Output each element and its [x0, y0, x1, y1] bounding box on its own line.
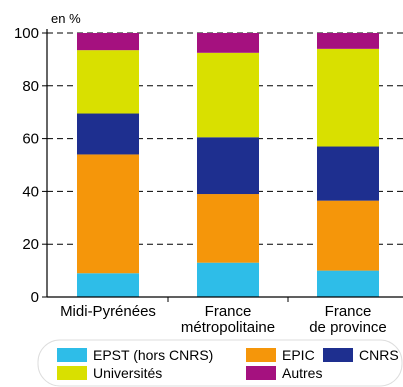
legend-box	[37, 339, 403, 387]
bar-segment	[317, 146, 379, 201]
bar-segment	[317, 33, 379, 49]
bar-segment	[317, 48, 379, 147]
legend-label: CNRS	[359, 347, 399, 363]
legend-swatch	[57, 366, 87, 380]
bar-segment	[197, 262, 259, 297]
y-tick-label: 80	[22, 78, 39, 95]
legend-swatch	[323, 348, 353, 362]
y-tick-label: 20	[22, 236, 39, 253]
y-tick-label: 100	[14, 25, 39, 42]
bar-segment	[77, 154, 139, 274]
y-tick-label: 60	[22, 131, 39, 148]
y-tick-label: 0	[31, 289, 39, 306]
legend-swatch	[246, 348, 276, 362]
y-tick-label: 40	[22, 183, 39, 200]
bar-segment	[77, 50, 139, 114]
bar-segment	[197, 194, 259, 263]
x-category-label: France métropolitaine	[181, 303, 275, 336]
bar-segment	[77, 33, 139, 51]
bar-segment	[317, 200, 379, 271]
bar-segment	[317, 270, 379, 297]
legend-label: Universités	[93, 365, 162, 381]
bar-segment	[197, 33, 259, 53]
bar-segment	[197, 137, 259, 195]
legend-swatch	[57, 348, 87, 362]
legend-swatch	[246, 366, 276, 380]
bar-segment	[77, 113, 139, 155]
bar-segment	[77, 273, 139, 297]
legend-label: EPST (hors CNRS)	[93, 347, 213, 363]
unit-label: en %	[51, 11, 81, 26]
bar-segment	[197, 52, 259, 138]
legend-label: Autres	[282, 365, 322, 381]
x-category-label: France de province	[309, 303, 387, 336]
x-category-label: Midi-Pyrénées	[60, 303, 156, 320]
legend-label: EPIC	[282, 347, 315, 363]
